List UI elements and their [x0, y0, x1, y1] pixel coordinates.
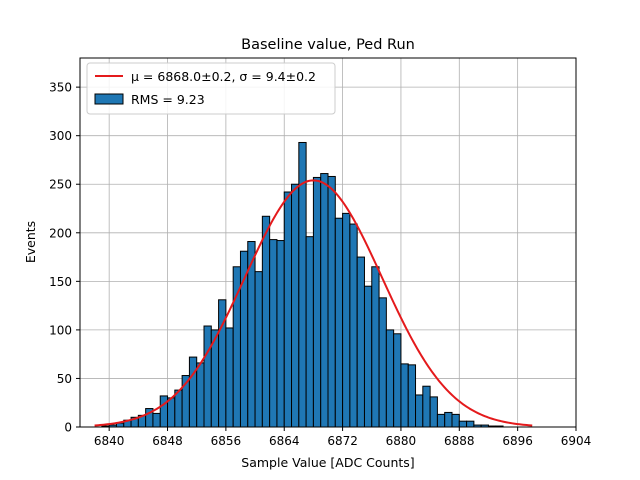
histogram-bar [225, 327, 234, 428]
histogram-bar [363, 285, 373, 428]
histogram-bar [378, 297, 387, 428]
legend: μ = 6868.0±0.2, σ = 9.4±0.2 RMS = 9.23 [86, 62, 336, 115]
y-axis-ticks: 0 50 100 150 200 250 300 350 [49, 81, 80, 435]
histogram-bar [400, 363, 409, 428]
histogram-bar [429, 396, 438, 428]
histogram-bar [342, 212, 351, 428]
y-tick-label: 0 [64, 421, 72, 435]
y-tick-label: 200 [49, 226, 72, 240]
histogram-bar [276, 240, 285, 428]
y-tick-label: 350 [49, 81, 72, 95]
histogram-bar [283, 191, 293, 428]
histogram-bar [261, 215, 271, 428]
histogram-bar [269, 239, 278, 428]
histogram-bar [458, 420, 468, 428]
histogram-bar [196, 362, 205, 428]
histogram-bar [152, 412, 161, 428]
histogram-bar [356, 256, 365, 428]
histogram-bars [101, 141, 504, 428]
histogram-bar [254, 271, 263, 428]
histogram-bar [436, 413, 446, 428]
histogram-bar [305, 236, 314, 428]
histogram-bar [327, 175, 336, 428]
histogram-bar [312, 176, 322, 428]
y-tick-label: 250 [49, 178, 72, 192]
histogram-bar [334, 217, 344, 428]
histogram-bar [415, 394, 424, 428]
x-tick-label: 6888 [444, 434, 475, 448]
legend-fit-label: μ = 6868.0±0.2, σ = 9.4±0.2 [131, 69, 316, 84]
histogram-bar [167, 397, 176, 428]
histogram-bar [349, 223, 358, 428]
histogram-bar [385, 329, 395, 428]
chart-title: Baseline value, Ped Run [241, 37, 415, 53]
histogram-bar [174, 389, 183, 428]
x-tick-label: 6880 [386, 434, 417, 448]
histogram-bar [203, 325, 212, 428]
histogram-bar [393, 333, 402, 428]
x-axis-label: Sample Value [ADC Counts] [241, 455, 414, 470]
plot-frame [79, 57, 577, 428]
gaussian-fit-curve [94, 179, 533, 427]
x-tick-label: 6856 [211, 434, 242, 448]
histogram-bar [407, 364, 417, 428]
x-tick-label: 6904 [561, 434, 592, 448]
legend-rms-label: RMS = 9.23 [131, 92, 205, 107]
y-tick-label: 50 [57, 372, 72, 386]
histogram-bar [159, 395, 169, 428]
histogram-bar [291, 183, 300, 428]
histogram-bar [422, 385, 431, 428]
x-tick-label: 6896 [502, 434, 533, 448]
y-axis-label: Events [23, 221, 38, 263]
histogram-bar [451, 413, 460, 428]
x-tick-label: 6840 [94, 434, 125, 448]
y-tick-label: 150 [49, 275, 72, 289]
y-tick-label: 100 [49, 323, 72, 337]
x-tick-label: 6864 [269, 434, 300, 448]
histogram-bar [444, 411, 453, 428]
histogram-bar [466, 420, 475, 428]
y-tick-label: 300 [49, 129, 72, 143]
histogram-bar [320, 173, 329, 428]
histogram-bar [188, 356, 198, 428]
legend-rms-swatch [94, 93, 124, 105]
histogram-bar [371, 266, 380, 428]
x-tick-label: 6848 [152, 434, 183, 448]
legend-box [86, 62, 336, 115]
x-tick-label: 6872 [327, 434, 358, 448]
x-axis-ticks: 6840 6848 6856 6864 6872 6880 6888 6896 6904 [94, 427, 591, 448]
